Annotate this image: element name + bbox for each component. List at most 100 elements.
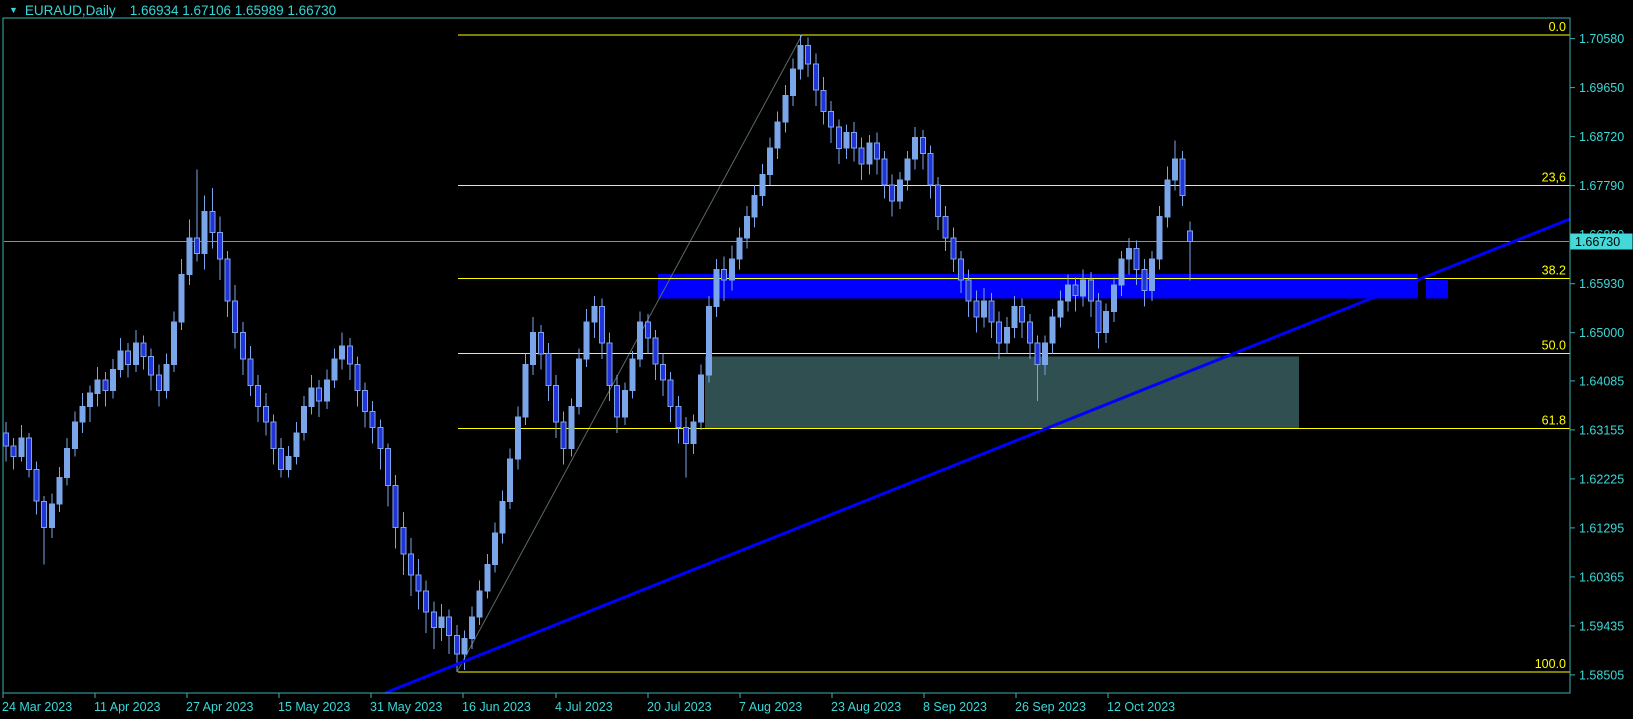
date-tick-label: 4 Jul 2023: [555, 700, 613, 714]
date-tick-label: 27 Apr 2023: [186, 700, 253, 714]
candle-body: [64, 448, 71, 479]
candle-body: [560, 421, 567, 450]
candle: [430, 601, 437, 649]
candle: [1019, 298, 1026, 338]
candle: [362, 382, 369, 428]
candle-body: [18, 437, 25, 457]
candle: [828, 100, 835, 143]
candle-body: [117, 350, 124, 371]
candle: [621, 382, 628, 425]
candle-body: [1164, 179, 1171, 218]
current-price-tag: 1.66730: [1570, 233, 1633, 250]
candle: [41, 496, 48, 565]
candle-body: [713, 268, 720, 307]
candle-body: [805, 45, 812, 65]
candle-body: [789, 68, 796, 96]
candle-body: [537, 332, 544, 355]
time-axis[interactable]: 24 Mar 2023 11 Apr 2023 27 Apr 2023 15 May …: [2, 693, 1175, 714]
candle-body: [927, 153, 934, 186]
candle-body: [71, 421, 78, 450]
price-tick-label: 1.70580: [1579, 32, 1624, 46]
candle-body: [660, 363, 666, 381]
candle-body: [1072, 284, 1079, 297]
candle-body: [598, 305, 605, 344]
candle: [1149, 251, 1155, 301]
candle-body: [683, 427, 689, 444]
candle: [973, 290, 980, 333]
date-tick-label: 26 Sep 2023: [1015, 700, 1086, 714]
candle: [178, 258, 185, 330]
candle-body: [1080, 279, 1087, 297]
candle-body: [667, 379, 674, 407]
candle: [385, 443, 391, 507]
date-tick-label: 24 Mar 2023: [2, 700, 72, 714]
date-tick-label: 16 Jun 2023: [462, 700, 531, 714]
candle-body: [209, 211, 216, 234]
candle: [912, 127, 919, 170]
candle: [980, 287, 987, 328]
candle-body: [828, 110, 835, 128]
candle: [874, 132, 880, 175]
candle-body: [331, 358, 338, 381]
candle-body: [48, 503, 55, 529]
candle-body: [935, 184, 942, 218]
candle: [598, 298, 605, 359]
candle-body: [576, 358, 582, 407]
date-tick-label: 15 May 2023: [278, 700, 350, 714]
candle: [667, 372, 674, 423]
candle-body: [812, 63, 819, 91]
support-zone-rect[interactable]: [705, 356, 1299, 429]
candle: [3, 422, 9, 462]
candle: [591, 295, 598, 338]
candle: [683, 417, 689, 478]
candle: [843, 124, 850, 159]
resistance-zone-rect-extension[interactable]: [1426, 280, 1448, 299]
ascending-trendline[interactable]: [384, 217, 1571, 695]
candle-body: [163, 363, 170, 392]
candle-body: [392, 485, 399, 529]
candle: [698, 364, 705, 431]
fibonacci-retracement[interactable]: 0.0 23,6 38.2 50.0 61.8 100.0: [458, 20, 1570, 673]
candle-body: [339, 345, 346, 360]
candle-body: [1133, 247, 1140, 270]
price-tick-label: 1.59435: [1579, 619, 1624, 633]
candle: [560, 411, 567, 465]
candle-body: [843, 131, 850, 149]
candle: [774, 111, 781, 159]
candle: [1049, 308, 1056, 354]
candle: [209, 187, 216, 249]
candle-body: [1179, 158, 1186, 197]
candle: [1156, 206, 1163, 270]
candle: [896, 171, 903, 209]
price-tag-value: 1.66730: [1575, 235, 1620, 249]
candle-body: [767, 147, 773, 175]
price-axis[interactable]: 1.705801.696501.687201.677901.668601.659…: [1570, 32, 1624, 682]
date-tick-label: 31 May 2023: [370, 700, 442, 714]
candle: [736, 227, 743, 270]
candle-body: [1087, 279, 1094, 302]
candle: [514, 406, 521, 470]
candle-body: [820, 89, 827, 112]
candle: [407, 538, 414, 597]
candle-body: [629, 358, 636, 392]
candle: [805, 37, 812, 78]
candle: [194, 169, 200, 262]
date-tick-label: 8 Sep 2023: [923, 700, 987, 714]
candle: [377, 419, 384, 470]
candle-body: [377, 427, 384, 450]
candle: [323, 369, 330, 410]
chart-border: [2, 17, 1571, 694]
candle: [255, 374, 262, 423]
candle: [64, 438, 71, 486]
candle-body: [461, 637, 468, 655]
candle: [18, 424, 25, 462]
candle: [1187, 221, 1194, 281]
candle-body: [1042, 342, 1048, 365]
candle: [965, 269, 972, 317]
candle-body: [385, 448, 391, 487]
candle: [713, 258, 720, 317]
candle-body: [530, 332, 537, 365]
candle-body: [912, 137, 919, 160]
candle-body: [301, 405, 307, 434]
